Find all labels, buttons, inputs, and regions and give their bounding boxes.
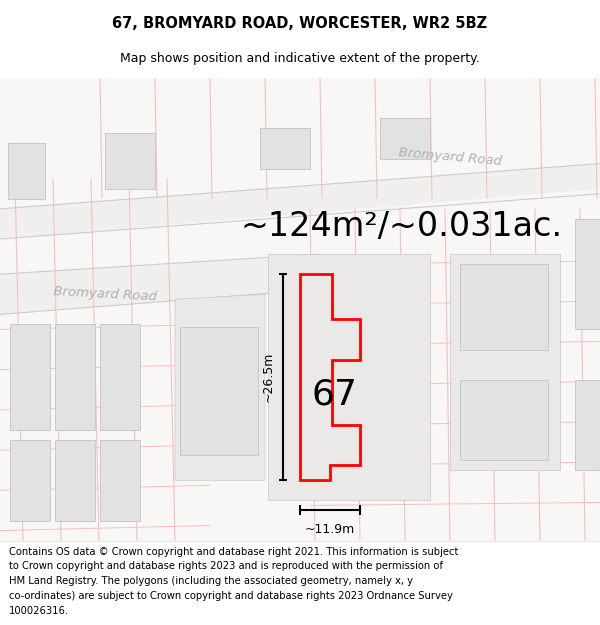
Text: Bromyard Road: Bromyard Road xyxy=(53,285,157,304)
Polygon shape xyxy=(100,324,140,430)
Text: Contains OS data © Crown copyright and database right 2021. This information is : Contains OS data © Crown copyright and d… xyxy=(9,546,458,556)
Polygon shape xyxy=(268,254,430,501)
Text: ~26.5m: ~26.5m xyxy=(262,352,275,402)
Polygon shape xyxy=(10,440,50,521)
Text: HM Land Registry. The polygons (including the associated geometry, namely x, y: HM Land Registry. The polygons (includin… xyxy=(9,576,413,586)
Polygon shape xyxy=(460,380,548,460)
Polygon shape xyxy=(55,324,95,430)
Text: to Crown copyright and database rights 2023 and is reproduced with the permissio: to Crown copyright and database rights 2… xyxy=(9,561,443,571)
Polygon shape xyxy=(55,440,95,521)
Polygon shape xyxy=(8,144,45,199)
Polygon shape xyxy=(100,440,140,521)
Text: 67: 67 xyxy=(312,378,358,412)
Text: ~11.9m: ~11.9m xyxy=(305,522,355,536)
Polygon shape xyxy=(260,128,310,169)
Text: ~124m²/~0.031ac.: ~124m²/~0.031ac. xyxy=(240,211,562,243)
Polygon shape xyxy=(175,294,265,480)
Polygon shape xyxy=(0,254,320,314)
Polygon shape xyxy=(180,328,258,455)
Polygon shape xyxy=(380,118,430,159)
Text: co-ordinates) are subject to Crown copyright and database rights 2023 Ordnance S: co-ordinates) are subject to Crown copyr… xyxy=(9,591,453,601)
Polygon shape xyxy=(105,133,155,189)
Text: Map shows position and indicative extent of the property.: Map shows position and indicative extent… xyxy=(120,52,480,65)
Polygon shape xyxy=(10,324,50,430)
Polygon shape xyxy=(575,219,600,329)
Polygon shape xyxy=(460,264,548,349)
Polygon shape xyxy=(0,164,600,239)
Text: 67, BROMYARD ROAD, WORCESTER, WR2 5BZ: 67, BROMYARD ROAD, WORCESTER, WR2 5BZ xyxy=(112,16,488,31)
Polygon shape xyxy=(450,254,560,470)
Polygon shape xyxy=(575,380,600,470)
Text: 100026316.: 100026316. xyxy=(9,606,69,616)
Text: Bromyard Road: Bromyard Road xyxy=(398,146,502,168)
